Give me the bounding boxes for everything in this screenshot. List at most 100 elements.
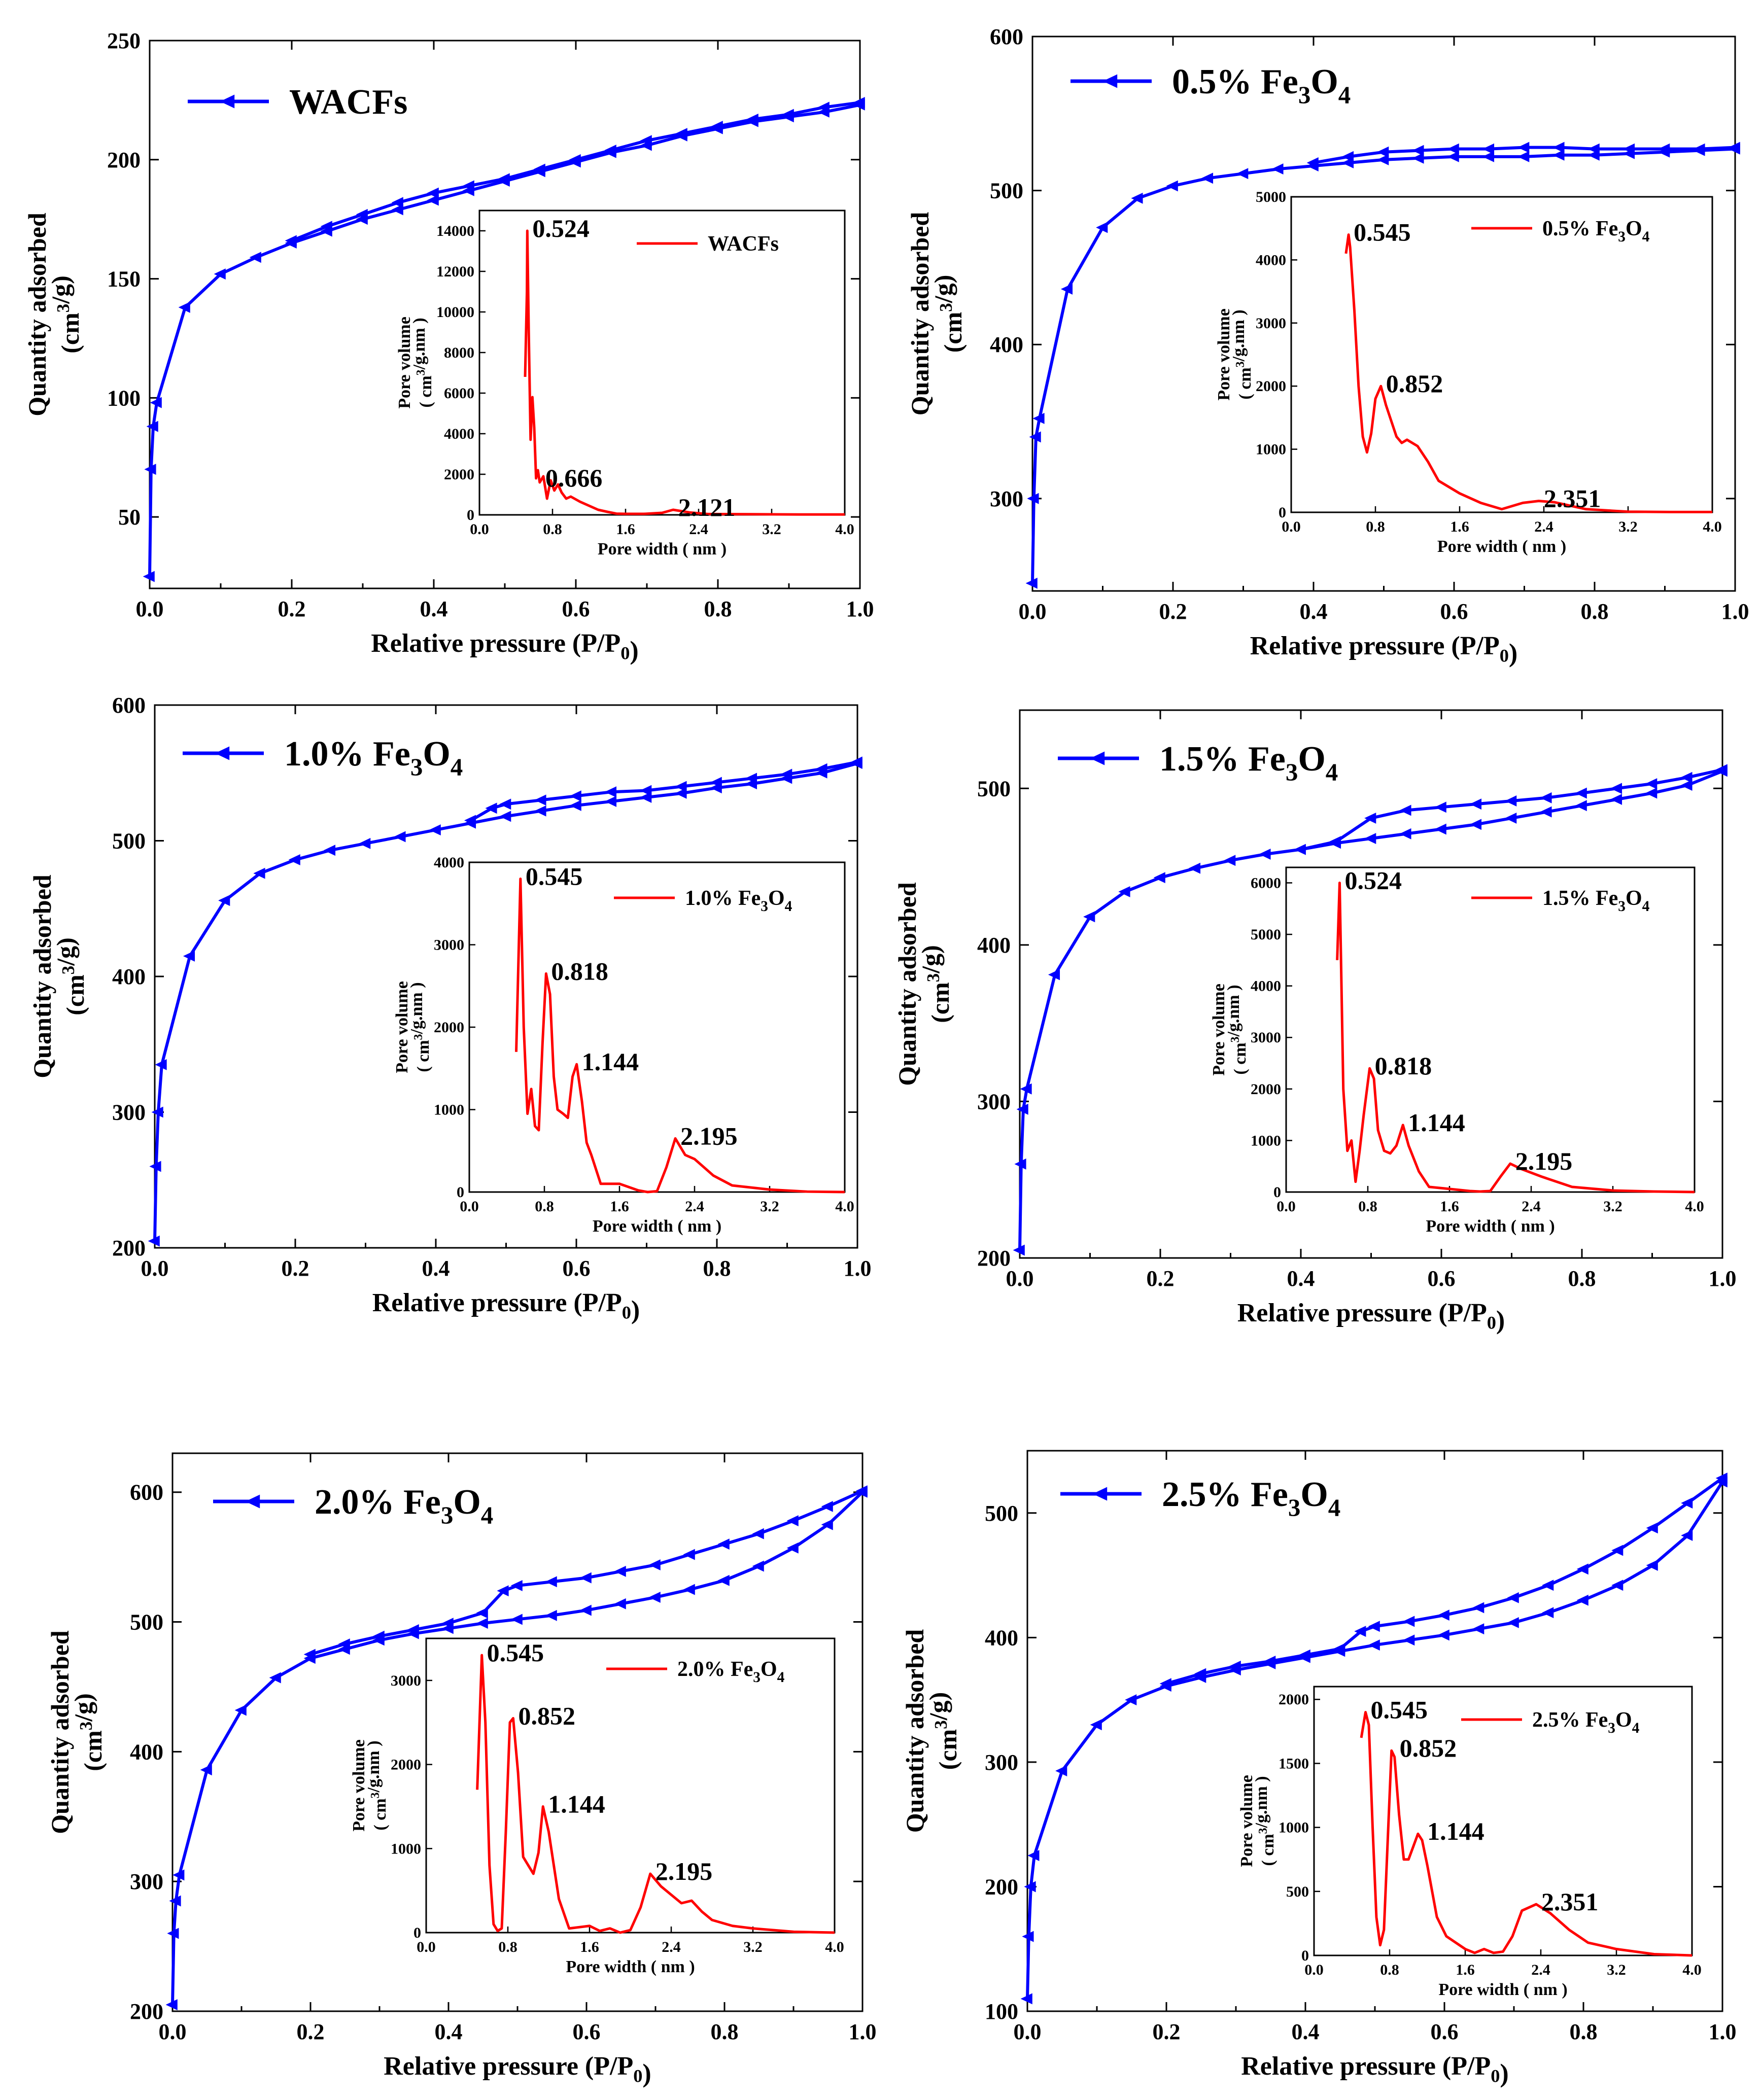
inset-legend-label: 1.5% Fe3O4 [1542, 887, 1650, 915]
inset-y-tick-label: 4000 [1251, 978, 1281, 995]
y-tick-label: 300 [112, 1100, 146, 1125]
inset-y-axis-unit: ( cm3/g.nm ) [1252, 1776, 1277, 1866]
isotherm-point [1645, 778, 1658, 789]
x-tick-label: 1.0 [1709, 1266, 1737, 1291]
inset-y-tick-label: 3000 [1251, 1029, 1281, 1046]
isotherm-point [1507, 1592, 1519, 1603]
inset-y-tick-label: 0 [1301, 1947, 1309, 1964]
isotherm-point [579, 1572, 592, 1584]
x-tick-label: 0.6 [573, 2019, 601, 2044]
inset-x-tick-label: 4.0 [1685, 1198, 1704, 1215]
inset-y-axis-unit: ( cm3/g.nm ) [410, 318, 435, 407]
isotherm-point [150, 397, 162, 408]
legend-label: 1.0% Fe3O4 [284, 734, 463, 781]
isotherm-point [1472, 1602, 1484, 1614]
isotherm-point [144, 464, 156, 475]
inset-1: 0.0 0.8 1.6 2.4 3.2 4.0 0 2000 4000 6000 8000 10000… [395, 209, 854, 558]
legend-label: 2.0% Fe3O4 [315, 1483, 493, 1529]
isotherm-point [427, 187, 439, 199]
isotherm-point [269, 1672, 281, 1684]
y-tick-label: 600 [990, 24, 1023, 49]
isotherm-point [1576, 1563, 1589, 1575]
isotherm-point [1646, 1522, 1658, 1534]
panel-1: 0.0 0.2 0.4 0.6 0.8 1.0 50 100 150 200 250 Relative… [23, 28, 874, 666]
isotherm-desorption-line [1300, 768, 1723, 851]
inset-x-tick-label: 3.2 [743, 1939, 763, 1955]
isotherm-point [545, 1609, 557, 1621]
peak-label: 2.195 [1515, 1147, 1573, 1175]
x-tick-label: 0.4 [420, 597, 448, 621]
isotherm-point [1542, 1580, 1554, 1591]
y-axis-unit: (cm3/g) [924, 1692, 962, 1770]
isotherm-point [1224, 855, 1236, 866]
x-tick-label: 0.8 [1581, 599, 1609, 624]
isotherm-point [1020, 1993, 1032, 2005]
inset-x-tick-label: 2.4 [1534, 518, 1553, 535]
isotherm-point [249, 252, 261, 263]
isotherm-desorption-line [310, 1489, 864, 1656]
y-tick-label: 400 [130, 1739, 163, 1764]
isotherm-point [1090, 1719, 1102, 1731]
x-tick-label: 0.8 [703, 1256, 731, 1281]
isotherm-point [323, 845, 336, 856]
isotherm-point [1658, 143, 1670, 155]
inset-x-tick-label: 2.4 [1522, 1198, 1541, 1215]
isotherm-point [253, 867, 265, 879]
peak-label: 2.351 [1544, 484, 1601, 513]
legend-marker [1092, 1487, 1108, 1501]
isotherm-point [172, 1869, 185, 1881]
inset-y-axis-unit: ( cm3/g.nm ) [1224, 985, 1250, 1074]
inset-x-tick-label: 0.0 [470, 521, 489, 538]
inset-y-axis-unit: ( cm3/g.nm ) [407, 982, 433, 1072]
y-tick-label: 200 [985, 1874, 1018, 1899]
y-tick-label: 400 [990, 332, 1023, 357]
inset-y-tick-label: 14000 [436, 223, 474, 239]
y-tick-label: 200 [112, 1236, 146, 1261]
x-tick-label: 1.0 [1721, 599, 1749, 624]
isotherm-point [498, 173, 510, 185]
isotherm-point [1048, 969, 1060, 981]
y-tick-label: 600 [112, 693, 146, 718]
isotherm-point [497, 1585, 509, 1597]
isotherm-point [1611, 1580, 1624, 1591]
x-tick-label: 0.6 [563, 1256, 591, 1281]
isotherm-point [1055, 1765, 1067, 1777]
isotherm-point [1447, 151, 1459, 162]
y-tick-label: 500 [130, 1610, 163, 1635]
isotherm-point [780, 768, 792, 780]
inset-3: 0.0 0.8 1.6 2.4 3.2 4.0 0 1000 2000 3000 4000 Pore … [393, 854, 854, 1236]
inset-x-tick-label: 4.0 [835, 521, 854, 538]
isotherm-point [1029, 431, 1041, 443]
inset-frame [478, 209, 846, 516]
isotherm-point [1236, 168, 1249, 180]
isotherm-point [510, 1580, 523, 1591]
x-tick-label: 0.8 [711, 2019, 739, 2044]
isotherm-point [717, 1538, 730, 1550]
inset-6: 0.0 0.8 1.6 2.4 3.2 4.0 0 500 1000 1500 2000 Pore w… [1237, 1686, 1702, 1999]
y-axis-label: Quantity adsorbed [46, 1630, 74, 1834]
x-tick-label: 0.4 [1292, 2019, 1320, 2044]
isotherm-point [1377, 154, 1389, 165]
inset-x-tick-label: 4.0 [835, 1198, 854, 1215]
psd-line [1360, 1710, 1693, 1957]
psd-line [524, 229, 845, 516]
inset-2: 0.0 0.8 1.6 2.4 3.2 4.0 0 1000 2000 3000 4000 5000 P… [1215, 189, 1722, 556]
peak-label: 0.545 [1354, 218, 1411, 247]
isotherm-point [1434, 801, 1446, 813]
isotherm-point [1333, 1643, 1345, 1655]
inset-x-axis-label: Pore width ( nm ) [593, 1217, 721, 1236]
isotherm-point [1025, 577, 1038, 589]
inset-y-tick-label: 12000 [436, 263, 474, 280]
inset-y-tick-label: 2000 [391, 1757, 421, 1773]
isotherm-point [1125, 1694, 1137, 1706]
y-tick-label: 600 [130, 1480, 163, 1505]
y-axis-label: Quantity adsorbed [28, 874, 56, 1078]
peak-label: 0.545 [1371, 1695, 1428, 1724]
y-tick-label: 150 [107, 267, 141, 292]
inset-frame [1290, 196, 1713, 513]
isotherm-point [1118, 886, 1130, 897]
inset-y-axis-unit: ( cm3/g.nm ) [364, 1740, 390, 1830]
isotherm-point [746, 114, 758, 125]
isotherm-point [1377, 146, 1389, 158]
